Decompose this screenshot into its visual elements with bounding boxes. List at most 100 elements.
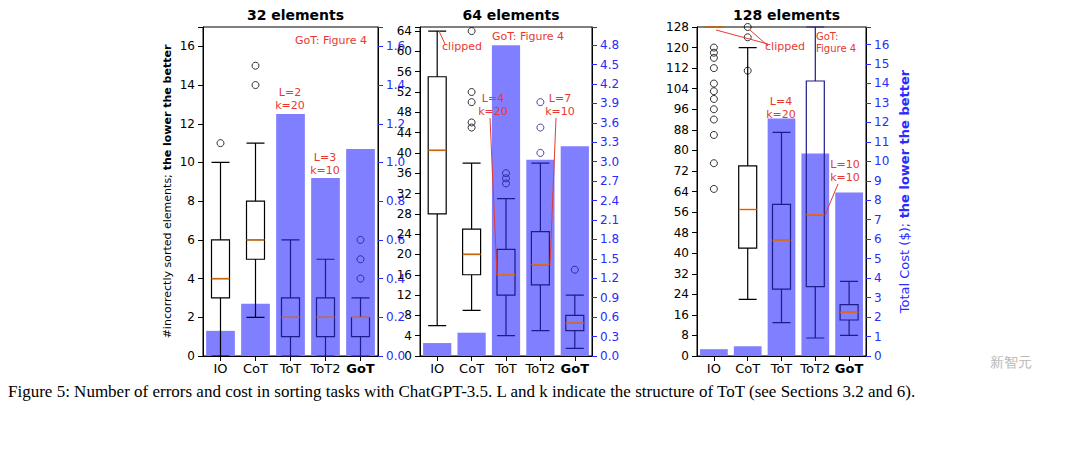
- svg-text:5: 5: [874, 252, 882, 266]
- svg-text:3: 3: [874, 291, 882, 305]
- svg-text:8: 8: [681, 328, 689, 342]
- svg-text:12: 12: [180, 117, 195, 131]
- svg-text:120: 120: [666, 41, 689, 55]
- svg-text:128: 128: [666, 20, 689, 34]
- svg-text:14: 14: [180, 78, 195, 92]
- svg-text:16: 16: [180, 39, 195, 53]
- svg-text:16: 16: [397, 268, 412, 282]
- svg-text:3.3: 3.3: [600, 135, 619, 149]
- svg-text:L=10: L=10: [830, 158, 859, 171]
- svg-text:Total Cost ($);: Total Cost ($);: [897, 223, 912, 314]
- svg-text:36: 36: [397, 166, 412, 180]
- svg-text:0: 0: [404, 349, 412, 363]
- svg-text:GoT: GoT: [561, 361, 590, 376]
- svg-text:k=10: k=10: [310, 164, 340, 177]
- svg-text:k=10: k=10: [545, 105, 575, 118]
- svg-text:48: 48: [397, 105, 412, 119]
- svg-text:32 elements: 32 elements: [247, 7, 344, 23]
- svg-text:4.5: 4.5: [600, 58, 619, 72]
- svg-text:7: 7: [874, 213, 882, 227]
- svg-text:ToT2: ToT2: [310, 361, 341, 376]
- svg-text:96: 96: [674, 102, 689, 116]
- svg-text:104: 104: [666, 82, 689, 96]
- svg-text:CoT: CoT: [243, 361, 268, 376]
- svg-text:52: 52: [397, 85, 412, 99]
- svg-text:3.9: 3.9: [600, 96, 619, 110]
- svg-text:4.8: 4.8: [600, 38, 619, 52]
- svg-text:32: 32: [397, 187, 412, 201]
- svg-text:clipped: clipped: [442, 40, 482, 53]
- svg-text:0.6: 0.6: [600, 310, 619, 324]
- svg-text:28: 28: [397, 207, 412, 221]
- svg-text:44: 44: [397, 126, 412, 140]
- svg-text:32: 32: [674, 267, 689, 281]
- svg-text:72: 72: [674, 164, 689, 178]
- svg-text:L=2: L=2: [279, 86, 301, 99]
- svg-text:0: 0: [681, 349, 689, 363]
- svg-text:k=10: k=10: [830, 171, 860, 184]
- svg-text:GoT:: GoT:: [816, 31, 838, 42]
- svg-text:6: 6: [874, 232, 882, 246]
- svg-text:L=4: L=4: [482, 92, 504, 105]
- svg-text:64: 64: [397, 24, 412, 38]
- svg-text:0.3: 0.3: [600, 330, 619, 344]
- svg-text:64 elements: 64 elements: [462, 7, 559, 23]
- svg-text:1: 1: [874, 330, 882, 344]
- svg-text:ToT: ToT: [279, 361, 302, 376]
- svg-text:ToT: ToT: [770, 361, 793, 376]
- svg-text:2: 2: [874, 310, 882, 324]
- svg-text:64: 64: [674, 185, 689, 199]
- svg-text:k=20: k=20: [478, 105, 508, 118]
- svg-text:11: 11: [874, 135, 889, 149]
- svg-text:k=20: k=20: [275, 99, 305, 112]
- svg-text:24: 24: [674, 287, 689, 301]
- svg-text:112: 112: [666, 61, 689, 75]
- svg-text:48: 48: [674, 226, 689, 240]
- svg-text:2.1: 2.1: [600, 213, 619, 227]
- svg-text:L=4: L=4: [770, 95, 792, 108]
- svg-text:4: 4: [404, 329, 412, 343]
- svg-text:80: 80: [674, 143, 689, 157]
- svg-text:0: 0: [874, 349, 882, 363]
- svg-text:56: 56: [674, 205, 689, 219]
- svg-text:16: 16: [674, 308, 689, 322]
- svg-text:8: 8: [874, 193, 882, 207]
- svg-text:2: 2: [187, 310, 195, 324]
- svg-text:14: 14: [874, 76, 889, 90]
- svg-text:#incorrectly sorted elements;: #incorrectly sorted elements;: [161, 174, 174, 338]
- svg-text:2.4: 2.4: [600, 194, 619, 208]
- svg-text:Figure 4: Figure 4: [816, 43, 856, 54]
- svg-text:1.2: 1.2: [600, 271, 619, 285]
- svg-text:the lower the better: the lower the better: [897, 69, 912, 223]
- svg-text:CoT: CoT: [735, 361, 760, 376]
- svg-text:clipped: clipped: [765, 40, 805, 53]
- svg-text:4.2: 4.2: [600, 77, 619, 91]
- svg-text:1.5: 1.5: [600, 252, 619, 266]
- svg-text:GoT: GoT: [346, 361, 375, 376]
- svg-text:ToT2: ToT2: [524, 361, 555, 376]
- svg-text:60: 60: [397, 44, 412, 58]
- svg-text:8: 8: [404, 308, 412, 322]
- svg-text:0: 0: [187, 349, 195, 363]
- svg-text:GoT: Figure 4: GoT: Figure 4: [492, 30, 564, 43]
- svg-text:15: 15: [874, 57, 889, 71]
- svg-text:the lower the better: the lower the better: [161, 44, 174, 174]
- svg-text:4: 4: [187, 272, 195, 286]
- svg-text:3.6: 3.6: [600, 116, 619, 130]
- svg-text:40: 40: [397, 146, 412, 160]
- svg-text:ToT2: ToT2: [799, 361, 830, 376]
- svg-text:1.8: 1.8: [600, 232, 619, 246]
- svg-text:20: 20: [397, 247, 412, 261]
- svg-text:L=3: L=3: [314, 151, 336, 164]
- svg-text:6: 6: [187, 233, 195, 247]
- svg-text:88: 88: [674, 123, 689, 137]
- svg-text:12: 12: [397, 288, 412, 302]
- svg-text:3.0: 3.0: [600, 155, 619, 169]
- svg-text:9: 9: [874, 174, 882, 188]
- svg-text:ToT: ToT: [494, 361, 517, 376]
- svg-text:2.7: 2.7: [600, 174, 619, 188]
- svg-text:IO: IO: [707, 361, 721, 376]
- svg-text:0.9: 0.9: [600, 291, 619, 305]
- svg-text:GoT: GoT: [835, 361, 864, 376]
- svg-text:8: 8: [187, 194, 195, 208]
